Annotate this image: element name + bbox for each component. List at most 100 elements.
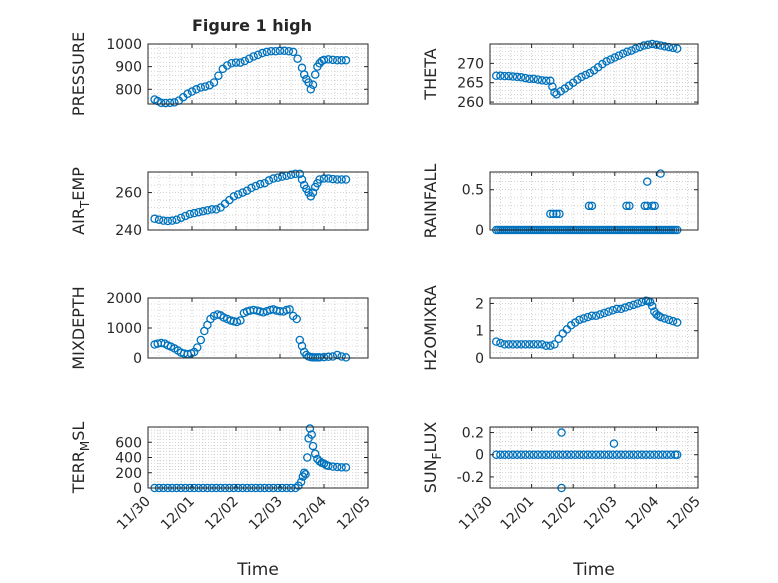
x-tick-label: 12/05 — [334, 494, 374, 534]
data-point — [557, 428, 566, 437]
data-point — [328, 352, 338, 361]
x-tick-label: 11/30 — [114, 494, 154, 534]
data-point — [315, 457, 324, 466]
series-markers — [491, 296, 682, 350]
data-point — [595, 450, 605, 459]
data-point — [251, 181, 261, 191]
data-point — [194, 207, 203, 217]
data-point — [332, 56, 342, 65]
data-point — [643, 40, 653, 50]
data-point — [512, 72, 522, 82]
data-point — [541, 76, 551, 86]
data-point — [591, 450, 601, 459]
data-point — [310, 449, 320, 458]
data-point — [262, 47, 272, 57]
data-point — [196, 335, 206, 345]
data-point — [550, 340, 559, 349]
axes-frame — [489, 171, 699, 231]
x-tick-label: 12/05 — [664, 494, 704, 534]
data-point — [537, 76, 547, 85]
data-point — [616, 450, 626, 459]
data-point — [189, 208, 199, 218]
data-point — [622, 201, 631, 211]
data-point — [233, 190, 243, 199]
data-point — [660, 314, 669, 323]
data-point — [672, 318, 682, 327]
data-point — [560, 84, 570, 93]
data-point — [508, 450, 518, 459]
y-tick-label: 1000 — [106, 37, 142, 53]
data-point — [584, 201, 594, 211]
data-point — [662, 450, 672, 459]
data-point — [668, 316, 678, 326]
data-point — [324, 352, 333, 362]
data-point — [299, 70, 309, 79]
y-axis-label: RAINFALL — [421, 164, 440, 239]
data-point — [156, 98, 166, 108]
data-point — [284, 46, 294, 56]
data-point — [165, 98, 175, 108]
data-point — [555, 209, 564, 219]
data-point — [504, 340, 513, 349]
figure-title: Figure 1 high — [192, 16, 312, 35]
data-point — [529, 450, 538, 459]
data-point — [548, 209, 558, 219]
data-point — [337, 463, 346, 472]
y-tick-label: 260 — [457, 95, 484, 111]
data-point — [163, 216, 173, 226]
data-point — [247, 183, 256, 193]
data-point — [546, 209, 555, 219]
data-point — [508, 340, 518, 349]
data-point — [672, 44, 682, 53]
data-point — [660, 42, 669, 51]
axes-frame — [489, 297, 699, 359]
data-point — [238, 188, 247, 197]
x-tick-label: 12/02 — [202, 494, 242, 534]
data-point — [533, 75, 543, 84]
data-point — [161, 98, 170, 108]
data-point — [604, 450, 613, 459]
data-point — [521, 340, 530, 349]
y-axis-label: H2OMIXRA — [421, 285, 440, 371]
data-point — [581, 70, 590, 80]
y-axis-label: AIRTEMP — [69, 167, 92, 235]
grid — [147, 426, 369, 489]
data-point — [573, 75, 582, 84]
data-point — [608, 306, 617, 315]
data-point — [266, 46, 276, 56]
data-point — [609, 439, 619, 448]
x-tick-label: 12/03 — [246, 494, 286, 534]
subplot-rainfall: 0 0.5 RAINFALL — [421, 164, 699, 239]
subplot-mixdepth: 0 1000 2000 MIXDEPTH — [69, 286, 369, 370]
data-point — [598, 59, 607, 69]
grid — [489, 297, 699, 359]
data-point — [637, 450, 647, 459]
data-point — [645, 450, 655, 459]
data-point — [623, 47, 632, 56]
data-point — [618, 49, 628, 58]
data-point — [229, 192, 239, 201]
data-point — [639, 41, 649, 50]
y-tick-label: 0 — [475, 223, 484, 239]
data-point — [332, 462, 342, 472]
data-point — [231, 58, 241, 67]
data-point — [562, 450, 572, 459]
data-point — [516, 73, 526, 82]
data-point — [583, 312, 593, 322]
data-point — [264, 176, 274, 185]
data-point — [286, 170, 296, 180]
data-point — [319, 459, 329, 468]
data-point — [288, 47, 298, 57]
data-point — [337, 352, 346, 361]
data-point — [647, 301, 657, 311]
y-tick-label: 2 — [475, 296, 484, 312]
y-tick-label: -0.2 — [457, 470, 484, 486]
data-point — [585, 68, 595, 78]
y-tick-label: 200 — [115, 466, 142, 482]
data-point — [255, 179, 265, 189]
data-point — [516, 450, 526, 459]
data-point — [658, 450, 667, 459]
data-point — [656, 169, 665, 178]
y-tick-label: 1 — [475, 324, 484, 340]
